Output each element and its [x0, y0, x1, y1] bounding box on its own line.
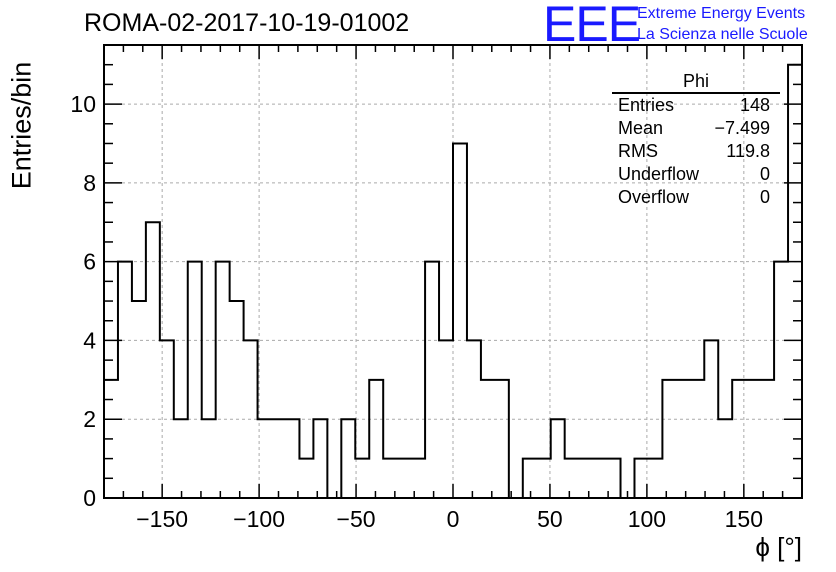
stats-row-entries: Entries 148	[612, 94, 780, 117]
eee-logo: EEE	[543, 0, 641, 52]
eee-logo-text: Extreme Energy Events La Scienza nelle S…	[637, 3, 808, 45]
stats-label: Mean	[618, 118, 664, 138]
y-tick-label: 2	[83, 406, 96, 432]
stats-label: Overflow	[618, 187, 690, 207]
y-tick-label: 4	[83, 327, 96, 353]
axis-tick-labels: −150 −100 −50 0 50 100 150 0 2 4 6 8 10	[70, 91, 763, 532]
x-tick-label: 150	[725, 506, 763, 532]
y-axis-label: Entries/bin	[6, 61, 37, 190]
x-axis-label: ϕ [°]	[755, 532, 802, 562]
y-tick-label: 0	[83, 485, 96, 511]
x-tick-label: 0	[447, 506, 460, 532]
stats-label: Underflow	[618, 164, 700, 184]
x-tick-label: −50	[337, 506, 376, 532]
x-tick-label: −150	[136, 506, 188, 532]
histogram-outline	[103, 63, 803, 499]
x-tick-label: −100	[233, 506, 285, 532]
y-tick-label: 8	[83, 170, 96, 196]
x-tick-label: 100	[628, 506, 666, 532]
stats-value: −7.499	[714, 118, 770, 138]
stats-value: 0	[759, 164, 770, 184]
stats-value: 148	[739, 95, 770, 115]
y-tick-label: 6	[83, 249, 96, 275]
stats-row-overflow: Overflow 0	[612, 186, 780, 209]
stats-row-rms: RMS 119.8	[612, 140, 780, 163]
stats-value: 0	[759, 187, 770, 207]
stats-label: RMS	[618, 141, 658, 161]
stats-row-underflow: Underflow 0	[612, 163, 780, 186]
stats-box: Phi Entries 148 Mean −7.499 RMS 119.8 Un…	[612, 70, 780, 209]
stats-value: 119.8	[726, 141, 770, 161]
stats-row-mean: Mean −7.499	[612, 117, 780, 140]
histogram-title: ROMA-02-2017-10-19-01002	[84, 9, 410, 37]
y-tick-label: 10	[70, 91, 96, 117]
histogram-bars	[103, 63, 803, 499]
logo-line-1: Extreme Energy Events	[637, 5, 806, 22]
axis-ticks	[103, 45, 803, 499]
stats-label: Entries	[618, 95, 675, 115]
logo-line-2: La Scienza nelle Scuole	[637, 26, 808, 43]
x-tick-label: 50	[537, 506, 563, 532]
stats-name: Phi	[612, 70, 780, 94]
